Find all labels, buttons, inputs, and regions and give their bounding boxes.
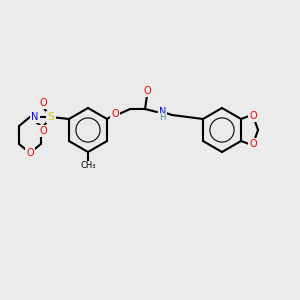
Text: N: N: [31, 112, 39, 122]
Text: H: H: [159, 113, 165, 122]
Text: O: O: [111, 109, 119, 119]
Text: S: S: [47, 112, 55, 122]
Text: N: N: [159, 107, 166, 117]
Text: CH₃: CH₃: [80, 161, 96, 170]
Text: O: O: [143, 86, 151, 96]
Text: O: O: [249, 111, 257, 121]
Text: O: O: [26, 148, 34, 158]
Text: O: O: [249, 139, 257, 149]
Text: O: O: [39, 126, 47, 136]
Text: O: O: [39, 98, 47, 108]
